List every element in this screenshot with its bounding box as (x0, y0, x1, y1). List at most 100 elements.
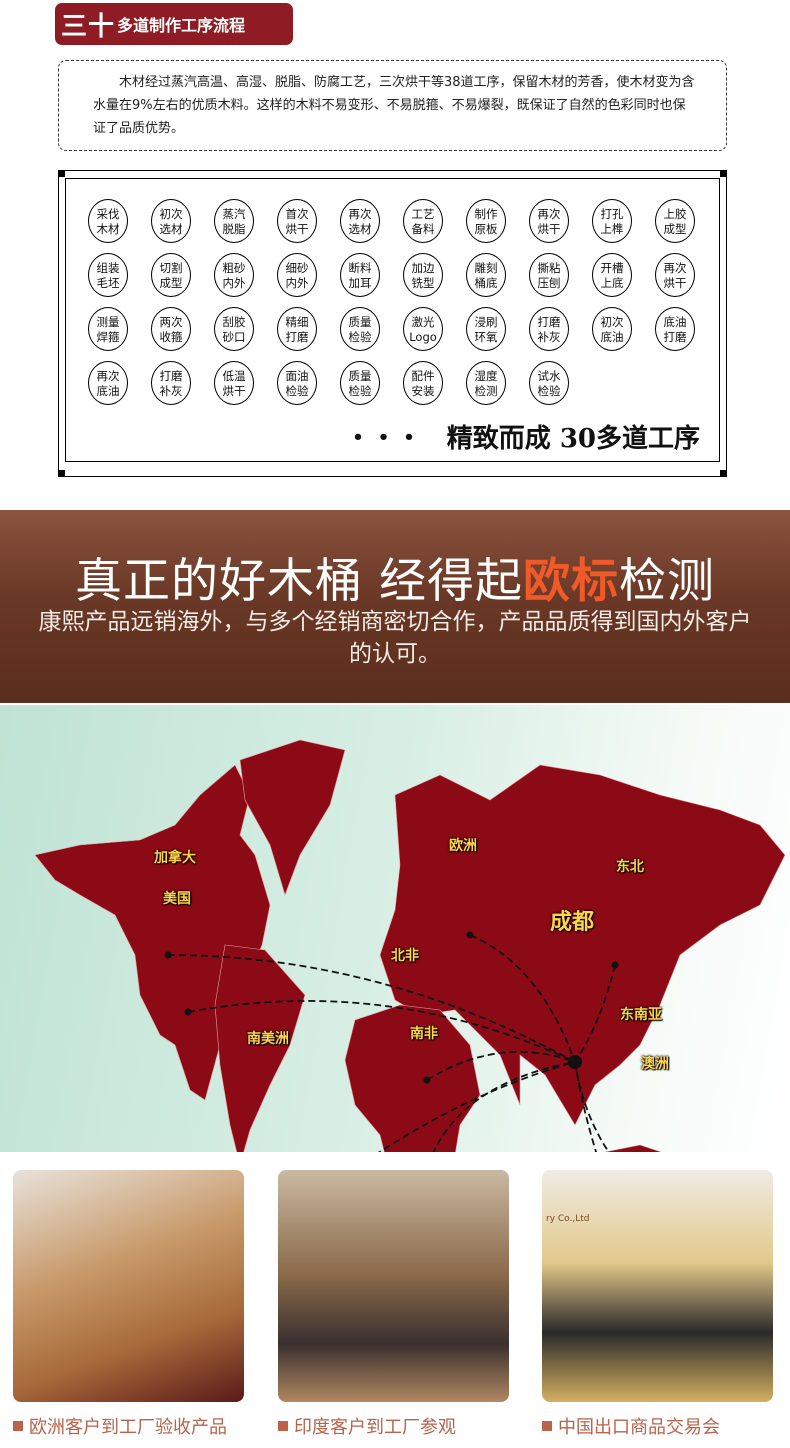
process-step-label: 上胶 成型 (663, 206, 687, 236)
process-step-label: 试水 检验 (537, 368, 561, 398)
process-step-label: 断料 加耳 (348, 260, 372, 290)
headline-part: 真正的好木桶 经得起 (75, 554, 523, 609)
route-north-africa (426, 1050, 576, 1081)
process-step: 上胶 成型 (655, 199, 695, 243)
process-step-label: 再次 选材 (348, 206, 372, 236)
section-title-small: 多道制作工序流程 (117, 16, 246, 35)
process-step-label: 底油 打磨 (663, 314, 687, 344)
southeast-asia-islands-shape (603, 1144, 662, 1152)
photo-european-client-inspection (13, 1170, 244, 1402)
map-label: 东南亚 (620, 1007, 662, 1023)
process-step: 打磨 补灰 (529, 307, 569, 351)
dest-dot (466, 931, 474, 939)
route-canada (167, 954, 576, 1063)
map-label: 澳洲 (641, 1056, 669, 1072)
route-south-africa (432, 1061, 576, 1152)
process-frame-inner (65, 178, 720, 462)
process-step: 浸刷 环氧 (466, 307, 506, 351)
process-step: 测量 焊箍 (88, 307, 128, 351)
process-step: 断料 加耳 (340, 253, 380, 297)
map-label: 东北 (616, 859, 644, 875)
route-usa (187, 1000, 576, 1063)
process-step-label: 加边 铣型 (411, 260, 435, 290)
route-northeast (574, 964, 616, 1063)
photo-canton-fair: ry Co.,Ltd (542, 1170, 773, 1402)
process-step-label: 初次 底油 (600, 314, 624, 344)
map-label-chengdu: 成都 (549, 910, 595, 935)
map-label: 加拿大 (154, 850, 196, 866)
export-banner: 真正的好木桶 经得起欧标检测 康熙产品远销海外，与多个经销商密切合作，产品品质得… (0, 510, 790, 703)
process-step: 组装 毛坯 (88, 253, 128, 297)
process-step-label: 采伐 木材 (96, 206, 120, 236)
headline-highlight: 欧标 (522, 554, 619, 609)
route-lines (167, 934, 616, 1152)
process-step-label: 制作 原板 (474, 206, 498, 236)
caption-text: 印度客户到工厂参观 (294, 1417, 456, 1438)
frame-corner (58, 470, 65, 477)
slogan-text: 精致而成 30多道工序 (446, 424, 700, 454)
process-step-label: 打孔 上榫 (600, 206, 624, 236)
process-step: 配件 安装 (403, 361, 443, 405)
dest-dot (184, 1008, 192, 1016)
section-title-big: 三十 (61, 11, 116, 42)
process-step: 刮胶 砂口 (214, 307, 254, 351)
process-step: 初次 选材 (151, 199, 191, 243)
photo-caption: 中国出口商品交易会 (542, 1413, 720, 1439)
photo-caption: 欧洲客户到工厂验收产品 (13, 1413, 227, 1439)
photo-caption: 印度客户到工厂参观 (278, 1413, 456, 1439)
process-step-label: 组装 毛坯 (96, 260, 120, 290)
process-step: 再次 烘干 (655, 253, 695, 297)
frame-corner (720, 470, 727, 477)
process-step: 细砂 内外 (277, 253, 317, 297)
map-label: 南非 (410, 1026, 438, 1042)
process-step-label: 蒸汽 脱脂 (222, 206, 246, 236)
process-step-label: 开槽 上底 (600, 260, 624, 290)
process-step: 激光 Logo (403, 307, 443, 351)
process-step: 粗砂 内外 (214, 253, 254, 297)
process-step-label: 雕刻 桶底 (474, 260, 498, 290)
process-step-label: 初次 选材 (159, 206, 183, 236)
process-step-label: 再次 烘干 (537, 206, 561, 236)
process-step: 再次 烘干 (529, 199, 569, 243)
process-step-label: 首次 烘干 (285, 206, 309, 236)
map-label: 欧洲 (449, 838, 477, 854)
world-export-map: 成都 加拿大 美国 欧洲 东北 北非 南非 南美洲 东南亚 澳洲 (0, 705, 790, 1152)
map-label: 美国 (163, 891, 191, 907)
process-step-label: 配件 安装 (411, 368, 435, 398)
frame-corner (720, 170, 727, 177)
process-step: 打孔 上榫 (592, 199, 632, 243)
process-step-label: 工艺 备料 (411, 206, 435, 236)
process-step-label: 再次 底油 (96, 368, 120, 398)
process-step: 试水 检验 (529, 361, 569, 405)
process-step-label: 粗砂 内外 (222, 260, 246, 290)
greenland-shape (239, 739, 346, 896)
process-step: 制作 原板 (466, 199, 506, 243)
process-step: 首次 烘干 (277, 199, 317, 243)
process-step: 质量 检验 (340, 307, 380, 351)
bullet-square-icon (13, 1421, 23, 1431)
section-title-badge: 三十 多道制作工序流程 (55, 3, 293, 45)
world-map-graphic (34, 739, 786, 1152)
process-step-label: 质量 检验 (348, 368, 372, 398)
process-step-label: 浸刷 环氧 (474, 314, 498, 344)
dest-dot (423, 1076, 431, 1084)
process-step-label: 精细 打磨 (285, 314, 309, 344)
map-label: 南美洲 (247, 1031, 289, 1047)
process-step: 切割 成型 (151, 253, 191, 297)
process-step-label: 打磨 补灰 (159, 368, 183, 398)
photo-sign-text: ry Co.,Ltd (546, 1214, 590, 1224)
process-step: 底油 打磨 (655, 307, 695, 351)
process-step: 面油 检验 (277, 361, 317, 405)
process-step-label: 切割 成型 (159, 260, 183, 290)
slogan-dots: ••• (352, 427, 429, 448)
process-step: 加边 铣型 (403, 253, 443, 297)
process-step: 精细 打磨 (277, 307, 317, 351)
banner-subtext: 康熙产品远销海外，与多个经销商密切合作，产品品质得到国内外客户的认可。 (38, 609, 752, 667)
process-step: 蒸汽 脱脂 (214, 199, 254, 243)
process-step: 低温 烘干 (214, 361, 254, 405)
hub-dot (568, 1055, 582, 1069)
bullet-square-icon (542, 1421, 552, 1431)
caption-text: 中国出口商品交易会 (558, 1417, 720, 1438)
process-step: 两次 收箍 (151, 307, 191, 351)
route-south-america (378, 1061, 576, 1152)
